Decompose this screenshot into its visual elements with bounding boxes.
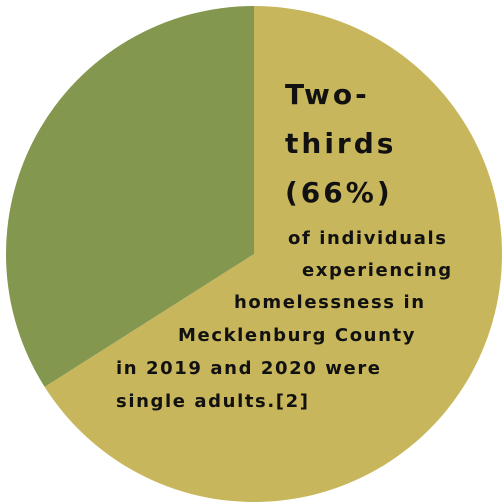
body-line-2: experiencing bbox=[302, 260, 453, 281]
body-line-4: Mecklenburg County bbox=[178, 325, 417, 346]
headline-line-3: (66%) bbox=[285, 176, 393, 209]
pie-slice-1 bbox=[44, 6, 502, 502]
pie-slice-2 bbox=[6, 6, 255, 387]
pie-slices bbox=[6, 6, 502, 502]
body-line-3: homelessness in bbox=[234, 292, 426, 313]
headline-line-2: thirds bbox=[285, 127, 397, 160]
body-line-1: of individuals bbox=[288, 228, 448, 249]
body-line-5: in 2019 and 2020 were bbox=[116, 358, 382, 379]
body-line-6: single adults.[2] bbox=[116, 391, 310, 412]
headline-line-1: Two- bbox=[285, 78, 370, 111]
